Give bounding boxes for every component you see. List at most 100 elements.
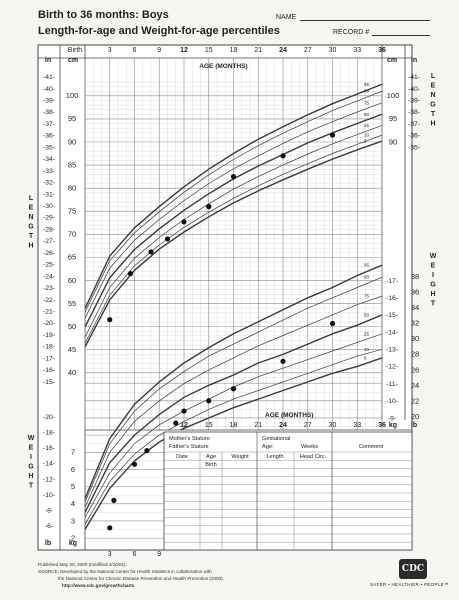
name-field[interactable] bbox=[300, 20, 430, 21]
length-in-tick: -31- bbox=[43, 191, 55, 198]
length-unit-in-right: in bbox=[411, 57, 417, 64]
right-length-label: E bbox=[431, 83, 436, 90]
length-in-tick: -18- bbox=[43, 344, 55, 351]
weight-unit-lb-right: lb bbox=[411, 422, 417, 429]
chart-subtitle: Length-for-age and Weight-for-age percen… bbox=[38, 25, 280, 37]
length-percentile-25-line bbox=[85, 125, 382, 338]
length-in-tick: -26- bbox=[43, 250, 55, 257]
weight-x-axis-title: AGE (MONTHS) bbox=[265, 412, 313, 419]
length-in-tick: -34- bbox=[43, 156, 55, 163]
left-weight-label: T bbox=[29, 483, 34, 490]
length-plot-point bbox=[329, 132, 336, 138]
length-percentile-label: 90 bbox=[364, 89, 370, 94]
weight-kg-tick-right: -15- bbox=[386, 312, 398, 319]
left-length-label: L bbox=[29, 195, 34, 202]
length-in-tick: -16- bbox=[43, 367, 55, 374]
weight-lb-tick-right: 36 bbox=[411, 287, 419, 296]
gestational-age-label: Age: bbox=[262, 444, 274, 450]
x-tick-label-bottom: 12 bbox=[180, 422, 188, 429]
weight-percentile-label: 25 bbox=[364, 331, 370, 336]
length-cm-tick: 80 bbox=[68, 183, 76, 192]
weight-kg-tick-right: -12- bbox=[386, 364, 398, 371]
x-tick-label-bottom: 24 bbox=[279, 422, 287, 429]
right-length-label: L bbox=[431, 73, 436, 80]
length-in-tick: -20- bbox=[43, 320, 55, 327]
right-length-label: H bbox=[430, 121, 435, 128]
weight-curves bbox=[85, 264, 382, 530]
weight-plot-point bbox=[144, 447, 150, 454]
left-length-label: H bbox=[28, 243, 33, 250]
left-length-label: T bbox=[29, 233, 34, 240]
weight-percentile-label: 50 bbox=[364, 312, 370, 317]
left-weight-label: E bbox=[29, 445, 34, 452]
length-cm-tick: 55 bbox=[68, 299, 76, 308]
weight-percentile-75-line bbox=[85, 295, 382, 508]
weight-percentile-label: 95 bbox=[364, 263, 370, 268]
right-length-label: G bbox=[430, 102, 436, 109]
weight-unit-lb: lb bbox=[45, 540, 51, 547]
length-cm-tick-right: 100 bbox=[387, 91, 400, 100]
weight-lb-tick: -10- bbox=[43, 492, 55, 499]
father-stature-label: Father's Stature bbox=[169, 444, 209, 450]
length-unit-cm-right: cm bbox=[387, 57, 397, 64]
length-plot-point bbox=[107, 317, 113, 323]
weight-kg-tick-right: -16- bbox=[386, 295, 398, 302]
length-percentile-label: 50 bbox=[364, 112, 370, 117]
record-field[interactable] bbox=[372, 35, 430, 36]
length-cm-tick-right: 95 bbox=[389, 114, 397, 123]
x-tick-label-top: 3 bbox=[108, 47, 112, 54]
weight-plot-point bbox=[230, 386, 237, 392]
length-percentile-90-line bbox=[85, 90, 382, 313]
length-in-tick: -36- bbox=[43, 133, 55, 140]
left-weight-label: G bbox=[28, 464, 34, 471]
weight-percentile-90-line bbox=[85, 276, 382, 503]
right-length-label: N bbox=[430, 92, 435, 99]
gestational-label: Gestational bbox=[262, 436, 290, 442]
right-length-label: T bbox=[431, 111, 436, 118]
weight-percentile-50-line bbox=[85, 314, 382, 513]
length-in-tick: -23- bbox=[43, 285, 55, 292]
x-tick-label-bottom: 33 bbox=[353, 422, 361, 429]
cdc-logo: CDC bbox=[399, 559, 427, 579]
footer-source: SOURCE: Developed by the National Center… bbox=[38, 569, 212, 574]
footer-url[interactable]: http://www.cdc.gov/growthcharts bbox=[62, 583, 135, 588]
chart-title: Birth to 36 months: Boys bbox=[38, 9, 169, 21]
length-in-tick: -21- bbox=[43, 309, 55, 316]
left-weight-label: W bbox=[28, 435, 35, 442]
length-percentile-10-line bbox=[85, 134, 382, 344]
left-length-label: E bbox=[29, 205, 34, 212]
length-cm-tick: 100 bbox=[66, 91, 79, 100]
left-length-label: G bbox=[28, 224, 34, 231]
x-tick-label-top: Birth bbox=[68, 47, 83, 54]
length-percentile-label: 5 bbox=[364, 139, 367, 144]
weight-percentile-label: 90 bbox=[364, 275, 370, 280]
x-tick-label-bottom: 36 bbox=[378, 422, 386, 429]
age-col-header: Age bbox=[206, 454, 216, 460]
length-in-tick-right: -38- bbox=[408, 109, 420, 116]
weight-lb-tick: -6- bbox=[45, 523, 53, 530]
weight-kg-tick-right: -13- bbox=[386, 347, 398, 354]
record-table bbox=[163, 431, 413, 551]
weight-lb-tick: -14- bbox=[43, 461, 55, 468]
length-col-header: Length bbox=[266, 454, 283, 460]
mother-stature-label: Mother's Stature bbox=[169, 436, 210, 442]
weight-lb-tick: -16- bbox=[43, 445, 55, 452]
length-in-tick: -24- bbox=[43, 273, 55, 280]
weight-kg-tick-right: -17- bbox=[386, 278, 398, 285]
x-tick-label-footer: 9 bbox=[157, 551, 161, 558]
record-label: RECORD # bbox=[333, 29, 370, 36]
length-in-tick: -39- bbox=[43, 97, 55, 104]
weight-plot-point bbox=[107, 525, 113, 531]
x-tick-label-footer: 3 bbox=[108, 551, 112, 558]
x-tick-label-top: 30 bbox=[329, 47, 337, 54]
length-in-tick-right: -40- bbox=[408, 86, 420, 93]
right-weight-label: W bbox=[430, 253, 437, 260]
x-tick-label-bottom: 21 bbox=[254, 422, 262, 429]
x-tick-label-top: 12 bbox=[180, 47, 188, 54]
length-plot-point bbox=[181, 219, 187, 225]
length-in-tick-right: -41- bbox=[408, 74, 420, 81]
weight-col-header: Weight bbox=[231, 454, 249, 460]
x-tick-label-footer: 6 bbox=[133, 551, 137, 558]
